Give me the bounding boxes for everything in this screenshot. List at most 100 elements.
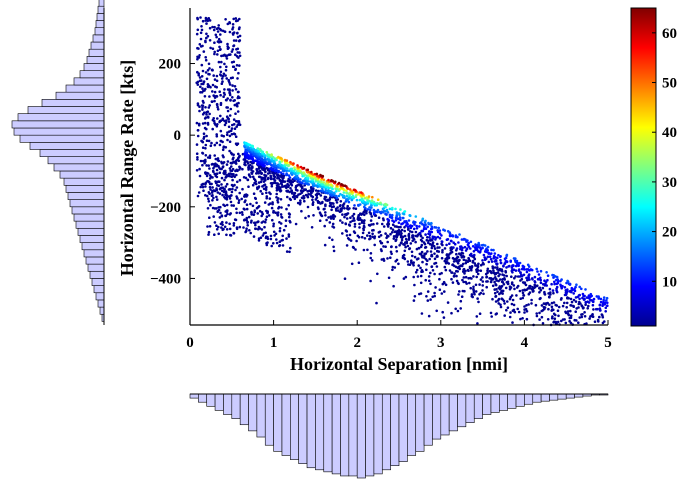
scatter-point — [522, 294, 525, 297]
scatter-point — [318, 211, 322, 214]
scatter-point — [552, 301, 556, 304]
scatter-point — [511, 298, 515, 302]
scatter-point — [560, 278, 563, 281]
scatter-point — [446, 301, 450, 304]
scatter-point — [237, 159, 241, 163]
scatter-point — [224, 121, 228, 125]
scatter-point — [322, 178, 326, 182]
scatter-point — [213, 41, 216, 44]
scatter-point — [213, 143, 217, 147]
scatter-point — [229, 53, 232, 56]
scatter-point — [500, 268, 504, 271]
scatter-point — [345, 234, 349, 237]
scatter-point — [198, 79, 202, 83]
scatter-point — [341, 186, 344, 190]
scatter-point — [196, 28, 200, 32]
scatter-point — [395, 231, 399, 235]
scatter-point — [369, 252, 373, 255]
scatter-point — [201, 146, 205, 149]
scatter-point — [452, 275, 456, 278]
scatter-point — [230, 127, 234, 130]
scatter-point — [286, 161, 289, 165]
scatter-point — [498, 285, 502, 288]
scatter-point — [415, 227, 419, 230]
scatter-point — [245, 216, 249, 220]
scatter-point — [225, 65, 228, 69]
scatter-point — [514, 269, 518, 272]
scatter-point — [299, 181, 303, 184]
scatter-point — [332, 191, 336, 195]
scatter-point — [252, 147, 255, 151]
scatter-point — [280, 206, 283, 209]
scatter-point — [206, 34, 210, 38]
scatter-point — [397, 221, 401, 224]
x-histogram-bar — [515, 393, 525, 407]
scatter-points — [195, 16, 609, 327]
scatter-point — [216, 191, 220, 194]
scatter-point — [223, 195, 226, 199]
scatter-point — [214, 157, 218, 161]
scatter-point — [307, 170, 311, 174]
scatter-point — [489, 311, 493, 315]
scatter-point — [237, 27, 241, 31]
scatter-point — [466, 239, 469, 242]
scatter-point — [202, 101, 205, 104]
scatter-point — [550, 282, 553, 286]
scatter-point — [333, 215, 337, 218]
scatter-point — [211, 194, 214, 197]
scatter-point — [391, 265, 395, 269]
scatter-point — [343, 277, 347, 281]
scatter-point — [215, 102, 219, 106]
scatter-point — [367, 223, 371, 227]
scatter-point — [271, 218, 274, 222]
scatter-point — [387, 276, 391, 280]
scatter-point — [471, 259, 475, 263]
scatter-point — [206, 83, 210, 86]
scatter-point — [358, 203, 362, 206]
scatter-point — [362, 222, 366, 225]
scatter-point — [240, 197, 243, 201]
scatter-point — [464, 238, 467, 241]
y-histogram-bar — [97, 299, 105, 308]
scatter-point — [209, 46, 212, 50]
scatter-point — [229, 129, 233, 133]
x-tick-label: 2 — [353, 335, 361, 351]
scatter-point — [494, 272, 498, 276]
scatter-point — [462, 258, 466, 262]
scatter-point — [495, 279, 499, 282]
scatter-point — [245, 195, 248, 198]
scatter-point — [218, 192, 222, 195]
scatter-point — [440, 240, 444, 243]
scatter-point — [200, 63, 204, 67]
scatter-point — [291, 195, 295, 199]
scatter-point — [440, 234, 443, 237]
scatter-point — [408, 230, 412, 233]
scatter-point — [478, 283, 481, 286]
scatter-point — [215, 125, 219, 128]
scatter-point — [214, 162, 217, 165]
scatter-point — [410, 230, 414, 234]
scatter-point — [495, 288, 498, 291]
scatter-point — [394, 219, 398, 222]
scatter-point — [228, 114, 232, 117]
scatter-point — [224, 74, 227, 77]
scatter-point — [523, 281, 527, 284]
scatter-point — [474, 243, 477, 246]
scatter-point — [228, 227, 232, 231]
scatter-point — [513, 276, 516, 280]
scatter-point — [207, 233, 210, 236]
scatter-point — [196, 16, 199, 20]
scatter-point — [196, 70, 199, 74]
scatter-point — [266, 235, 269, 239]
x-histogram-bar — [415, 393, 425, 452]
scatter-point — [527, 273, 531, 276]
scatter-point — [391, 223, 395, 226]
scatter-point — [437, 226, 441, 230]
scatter-point — [205, 22, 208, 25]
scatter-point — [293, 191, 297, 195]
scatter-point — [528, 287, 531, 290]
scatter-point — [285, 172, 288, 175]
scatter-point — [420, 312, 424, 315]
